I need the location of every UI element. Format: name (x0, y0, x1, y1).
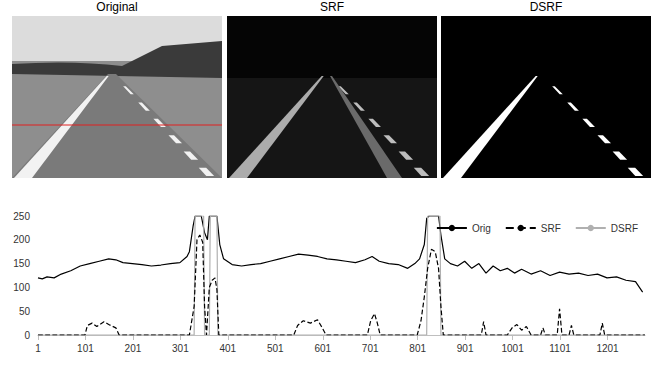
svg-text:100: 100 (13, 282, 30, 293)
svg-text:1001: 1001 (501, 343, 524, 354)
svg-text:301: 301 (172, 343, 189, 354)
svg-text:201: 201 (125, 343, 142, 354)
svg-text:Orig: Orig (472, 223, 491, 234)
svg-text:150: 150 (13, 258, 30, 269)
svg-text:Original: Original (96, 0, 137, 14)
svg-text:1101: 1101 (549, 343, 571, 354)
svg-text:401: 401 (219, 343, 236, 354)
svg-text:50: 50 (19, 306, 31, 317)
svg-text:901: 901 (457, 343, 474, 354)
svg-text:DSRF: DSRF (530, 0, 563, 14)
svg-text:801: 801 (409, 343, 426, 354)
svg-text:601: 601 (314, 343, 331, 354)
svg-text:200: 200 (13, 234, 30, 245)
svg-text:0: 0 (24, 330, 30, 341)
svg-text:DSRF: DSRF (611, 223, 638, 234)
svg-text:101: 101 (77, 343, 94, 354)
svg-text:501: 501 (267, 343, 284, 354)
svg-text:250: 250 (13, 211, 30, 222)
svg-text:SRF: SRF (541, 223, 561, 234)
svg-text:1: 1 (35, 343, 41, 354)
svg-text:SRF: SRF (320, 0, 344, 14)
svg-text:701: 701 (362, 343, 379, 354)
svg-text:1201: 1201 (596, 343, 619, 354)
